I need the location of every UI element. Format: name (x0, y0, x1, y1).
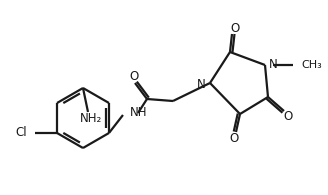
Text: NH: NH (130, 106, 148, 120)
Text: N: N (269, 58, 278, 72)
Text: O: O (229, 131, 239, 144)
Text: NH₂: NH₂ (80, 112, 102, 124)
Text: N: N (197, 79, 206, 91)
Text: O: O (283, 110, 293, 122)
Text: Cl: Cl (15, 127, 27, 139)
Text: CH₃: CH₃ (301, 60, 322, 70)
Text: O: O (230, 21, 240, 35)
Text: O: O (129, 71, 139, 83)
